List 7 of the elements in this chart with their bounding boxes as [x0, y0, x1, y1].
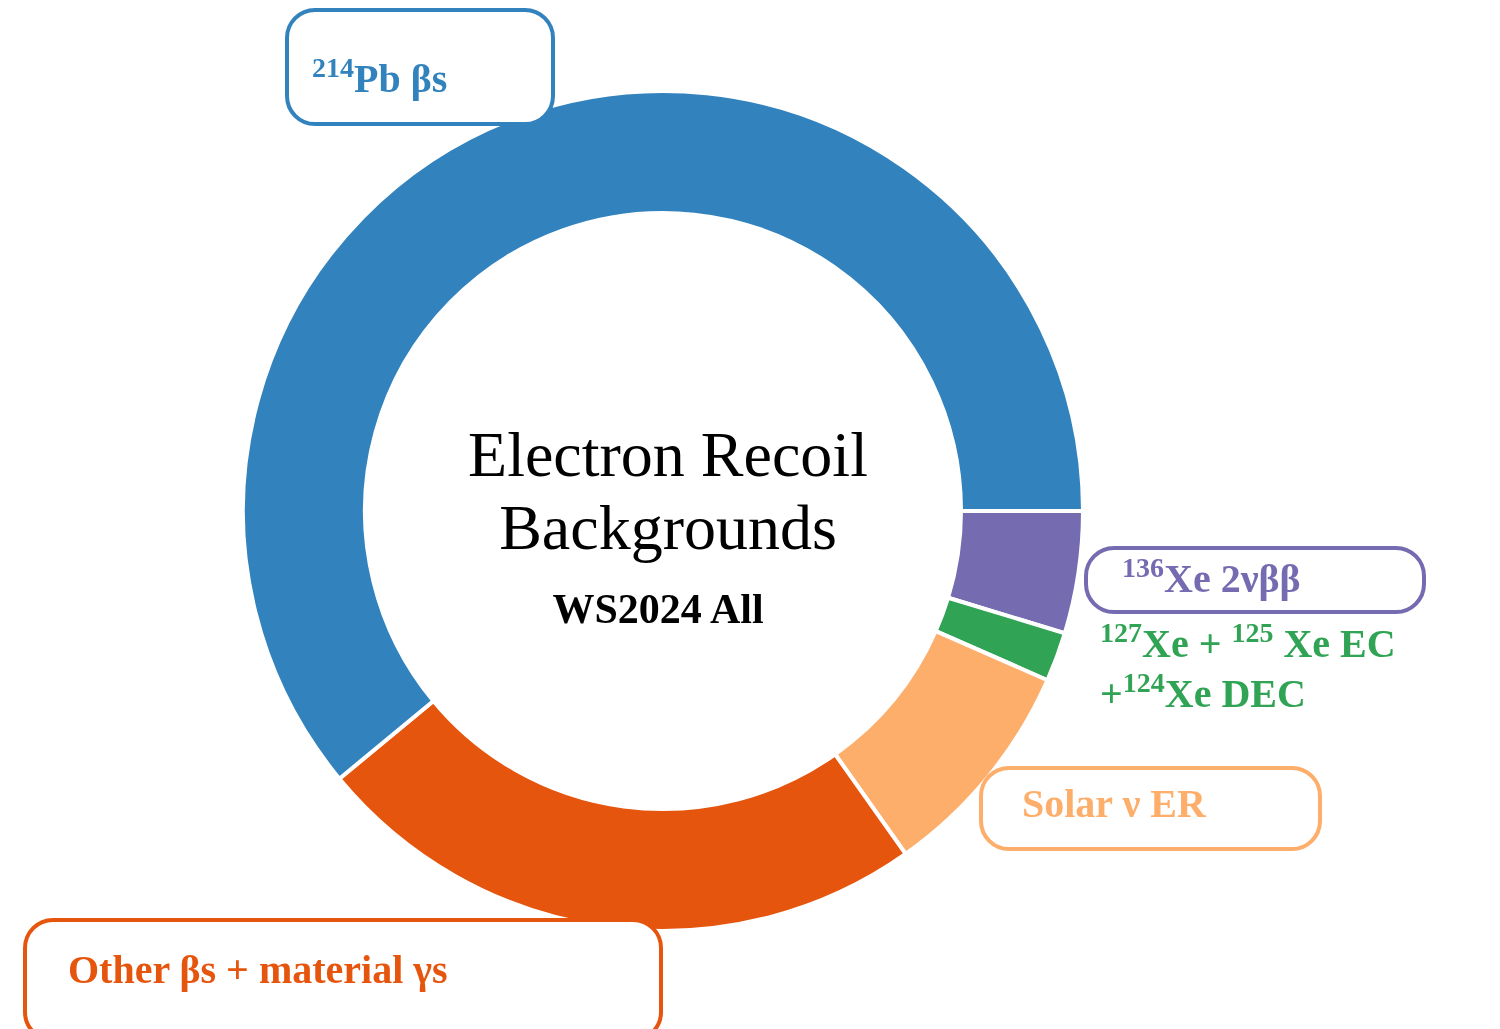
- slice-label: $^{136}$Xe 2νββ: [1122, 551, 1301, 601]
- text: Electron Recoil Backgrounds: [468, 419, 868, 563]
- slice-label: Solar ν ER: [1022, 781, 1207, 826]
- slice-label: $^{214}$Pb βs: [312, 51, 448, 101]
- category-label: $^{127}$Xe + $^{125}$ Xe EC +$^{124}$Xe DEC: [1100, 616, 1396, 716]
- text: WS2024 All: [552, 586, 764, 632]
- slice-label: Other βs + material γs: [68, 947, 448, 992]
